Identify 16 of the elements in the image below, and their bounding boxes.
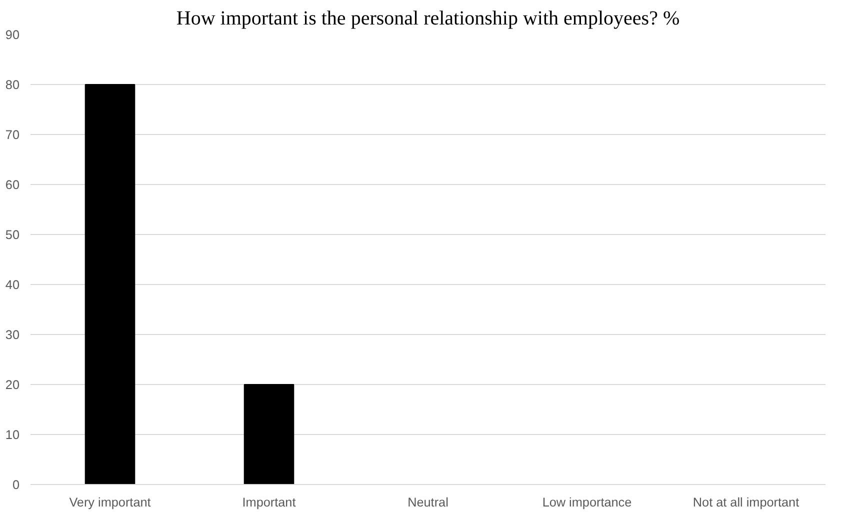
y-tick-label: 50 xyxy=(5,228,20,242)
y-tick-label: 80 xyxy=(5,78,20,92)
chart-title: How important is the personal relationship with employees? % xyxy=(176,8,680,30)
x-tick-label: Important xyxy=(242,496,296,510)
x-tick-label: Not at all important xyxy=(692,496,800,510)
y-tick-label: 10 xyxy=(5,428,20,442)
x-tick-label: Low importance xyxy=(542,496,632,510)
x-tick-label: Neutral xyxy=(408,496,448,510)
y-tick-label: 40 xyxy=(5,278,20,292)
y-tick-label: 0 xyxy=(12,478,20,492)
y-tick-label: 30 xyxy=(5,328,20,342)
y-tick-label: 60 xyxy=(5,178,20,192)
y-tick-label: 70 xyxy=(5,128,20,142)
y-tick-label: 90 xyxy=(5,28,20,42)
y-tick-label: 20 xyxy=(5,378,20,392)
x-tick-label: Very important xyxy=(69,496,152,510)
